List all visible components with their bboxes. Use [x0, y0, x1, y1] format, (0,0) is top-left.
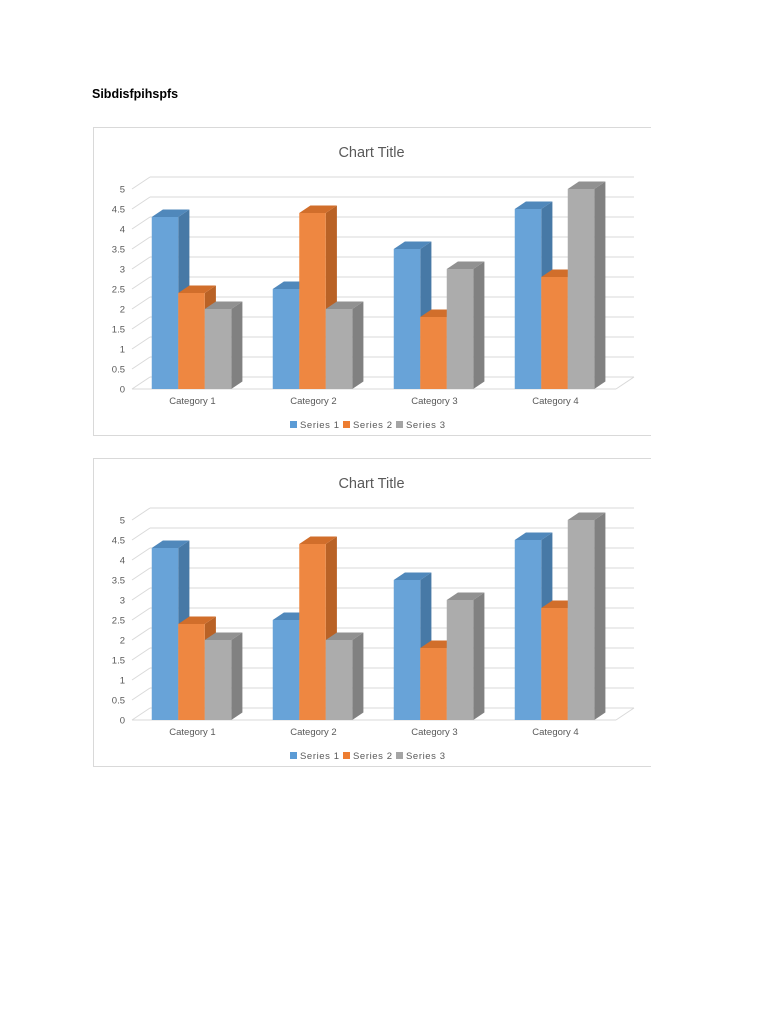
- y-tick-label: 2.5: [112, 616, 125, 627]
- y-tick-label: 2: [120, 305, 125, 316]
- legend-swatch: [290, 752, 297, 759]
- y-tick-label: 4: [120, 556, 125, 567]
- bar: [446, 261, 485, 389]
- legend-label: Series 3: [406, 420, 446, 431]
- legend-swatch: [396, 752, 403, 759]
- x-tick-label: Category 3: [411, 727, 457, 738]
- chart-2: Chart Title 0 0.5 1 1.5 2 2.5 3 3.5 4 4.5 5 Category…: [93, 458, 651, 767]
- y-tick-label: 0: [120, 716, 125, 727]
- legend: Series 1 Series 2 Series 3: [290, 751, 446, 762]
- x-tick-label: Category 4: [532, 727, 578, 738]
- x-tick-label: Category 2: [290, 396, 336, 407]
- bar: [325, 301, 364, 389]
- y-tick-label: 0.5: [112, 696, 125, 707]
- chart-1: Chart Title 0 0.5 1 1.5 2 2.5 3 3.5 4 4.5 5 Category…: [93, 127, 651, 436]
- legend-label: Series 1: [300, 751, 340, 762]
- y-tick-label: 1.5: [112, 656, 125, 667]
- bar: [567, 512, 606, 720]
- chart-title: Chart Title: [338, 145, 404, 161]
- y-tick-label: 2: [120, 636, 125, 647]
- y-tick-label: 0: [120, 385, 125, 396]
- legend-label: Series 2: [353, 420, 393, 431]
- legend-label: Series 1: [300, 420, 340, 431]
- chart-svg: Chart Title 0 0.5 1 1.5 2 2.5 3 3.5 4 4.5 5 Category…: [112, 145, 635, 431]
- chart-title: Chart Title: [338, 476, 404, 492]
- x-tick-label: Category 1: [169, 727, 215, 738]
- bar: [325, 632, 364, 720]
- legend-swatch: [396, 421, 403, 428]
- x-tick-label: Category 4: [532, 396, 578, 407]
- y-tick-label: 5: [120, 516, 125, 527]
- bar: [393, 572, 432, 720]
- legend-swatch: [290, 421, 297, 428]
- y-tick-label: 1: [120, 345, 125, 356]
- bar: [567, 181, 606, 389]
- bar: [446, 592, 485, 720]
- y-tick-label: 3.5: [112, 245, 125, 256]
- chart-svg: Chart Title 0 0.5 1 1.5 2 2.5 3 3.5 4 4.5 5 Category…: [112, 476, 635, 762]
- y-tick-label: 3: [120, 596, 125, 607]
- y-tick-label: 3: [120, 265, 125, 276]
- y-tick-label: 5: [120, 185, 125, 196]
- legend-label: Series 3: [406, 751, 446, 762]
- x-tick-label: Category 2: [290, 727, 336, 738]
- bar: [204, 632, 243, 720]
- y-tick-label: 4.5: [112, 205, 125, 216]
- bar: [299, 536, 337, 720]
- legend-swatch: [343, 421, 350, 428]
- legend-swatch: [343, 752, 350, 759]
- y-tick-label: 4.5: [112, 536, 125, 547]
- y-tick-label: 1: [120, 676, 125, 687]
- legend: Series 1 Series 2 Series 3: [290, 420, 446, 431]
- x-tick-label: Category 1: [169, 396, 215, 407]
- y-tick-label: 3.5: [112, 576, 125, 587]
- x-tick-label: Category 3: [411, 396, 457, 407]
- y-tick-label: 4: [120, 225, 125, 236]
- document-heading: Sibdisfpihspfs: [92, 87, 179, 101]
- y-tick-label: 2.5: [112, 285, 125, 296]
- bar: [204, 301, 243, 389]
- y-tick-label: 0.5: [112, 365, 125, 376]
- legend-label: Series 2: [353, 751, 393, 762]
- y-tick-label: 1.5: [112, 325, 125, 336]
